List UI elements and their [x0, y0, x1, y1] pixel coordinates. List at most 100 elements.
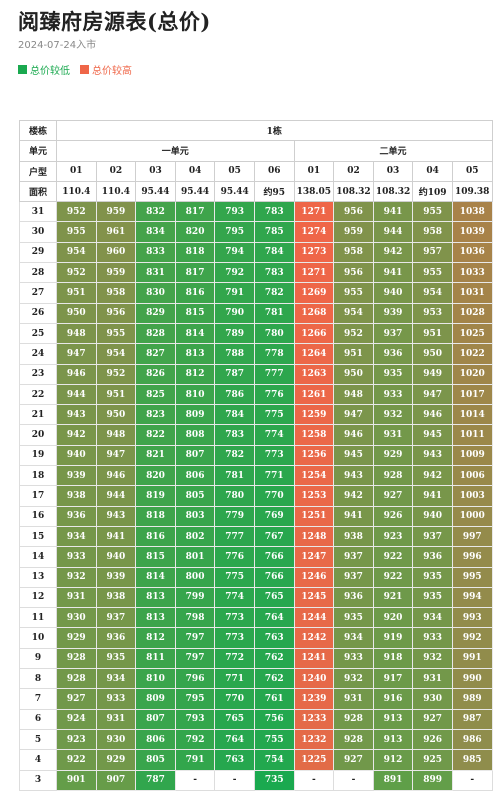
price-cell: 1011	[451, 424, 493, 446]
price-cell: 817	[174, 262, 216, 284]
price-cell: 819	[135, 485, 176, 507]
price-cell: 933	[56, 546, 97, 568]
price-cell: 946	[56, 363, 97, 385]
price-cell: 792	[174, 728, 216, 751]
price-cell: 933	[372, 383, 414, 406]
table-row: 13 932 939 814 800 775 766 1246 937 922 935 995	[19, 566, 493, 588]
table-row: 11 930 937 813 798 773 764 1244 935 920 934 993	[19, 607, 493, 629]
price-cell: 1263	[293, 363, 335, 385]
floor-cell: 8	[19, 668, 57, 690]
price-cell: 907	[95, 769, 137, 791]
floor-cell: 24	[19, 343, 57, 365]
price-cell: 935	[333, 607, 374, 629]
price-cell: 928	[372, 465, 414, 487]
floor-cell: 29	[19, 241, 57, 264]
price-cell: 940	[95, 546, 137, 568]
price-cell: 1271	[293, 262, 335, 284]
table-row: 31 952 959 832 817 793 783 1271 956 941 955 1038	[19, 201, 493, 223]
floor-cell: 17	[19, 485, 57, 507]
price-cell: 989	[451, 688, 493, 710]
price-cell: 934	[412, 607, 453, 629]
price-cell: 809	[174, 404, 216, 426]
table-row: 23 946 952 826 812 787 777 1263 950 935 949 1020	[19, 363, 493, 385]
price-cell: 783	[214, 424, 255, 446]
price-cell: 938	[333, 525, 374, 548]
floor-cell: 21	[19, 404, 57, 426]
floor-cell: 6	[19, 708, 57, 730]
price-cell: 1017	[451, 383, 493, 406]
price-cell: 922	[56, 749, 97, 771]
price-cell: 764	[253, 607, 295, 629]
price-cell: 926	[412, 728, 453, 751]
price-cell: 833	[135, 241, 176, 264]
price-cell: 945	[412, 424, 453, 446]
price-cell: 1039	[451, 221, 493, 243]
price-cell: 949	[412, 363, 453, 385]
price-cell: 787	[214, 363, 255, 385]
price-cell: 1244	[293, 607, 335, 629]
price-cell: 796	[174, 668, 216, 690]
table-row: 8 928 934 810 796 771 762 1240 932 917 931 990	[19, 668, 493, 690]
price-cell: 793	[174, 708, 216, 730]
legend-high-label: 总价较高	[92, 66, 132, 77]
floor-cell: 14	[19, 546, 57, 568]
price-cell: 805	[174, 485, 216, 507]
table-row: 22 944 951 825 810 786 776 1261 948 933 947 1017	[19, 383, 493, 406]
page-title: 阅臻府房源表(总价)	[18, 9, 211, 34]
price-cell: 940	[372, 282, 414, 304]
price-cell: 955	[95, 322, 137, 345]
price-cell: 931	[372, 424, 414, 446]
price-cell: 772	[214, 647, 255, 670]
price-cell: 939	[95, 566, 137, 588]
price-cell: 774	[214, 586, 255, 609]
price-cell: 947	[412, 383, 453, 406]
price-cell: 791	[174, 749, 216, 771]
price-cell: 929	[95, 749, 137, 771]
table-row: 3 901 907 787- -735- -891 899-	[19, 769, 493, 791]
price-cell: 807	[135, 708, 176, 730]
price-cell: 930	[56, 607, 97, 629]
price-cell: 1036	[451, 241, 493, 264]
price-cell: 1261	[293, 383, 335, 406]
table-row: 30 955 961 834 820 795 785 1274 959 944 958 1039	[19, 221, 493, 243]
price-cell: 959	[95, 201, 137, 223]
table-row: 6 924 931 807 793 765 756 1233 928 913 927 987	[19, 708, 493, 730]
price-cell: 779	[214, 505, 255, 527]
room-label: 户型	[19, 160, 57, 182]
price-cell: 938	[56, 485, 97, 507]
table-row: 18 939 946 820 806 781 771 1254 943 928 942 1006	[19, 465, 493, 487]
floor-cell: 3	[19, 769, 57, 791]
floor-cell: 12	[19, 586, 57, 609]
price-cell: 1269	[293, 282, 335, 304]
price-cell: 987	[451, 708, 493, 730]
price-cell: 943	[333, 465, 374, 487]
price-cell: 954	[333, 302, 374, 324]
price-cell: 1251	[293, 505, 335, 527]
price-cell: 784	[253, 241, 295, 264]
price-cell: 1239	[293, 688, 335, 710]
unit-2: 二单元	[293, 140, 493, 162]
table-row: 7 927 933 809 795 770 761 1239 931 916 930 989	[19, 688, 493, 710]
price-cell: 933	[95, 688, 137, 710]
room-type-cell: 05	[451, 160, 493, 182]
floor-cell: 13	[19, 566, 57, 588]
table-row: 9 928 935 811 797 772 762 1241 933 918 932 991	[19, 647, 493, 670]
price-cell: 933	[412, 627, 453, 649]
floor-cell: 9	[19, 647, 57, 670]
room-type-cell: 06	[253, 160, 295, 182]
price-cell: 951	[56, 282, 97, 304]
floor-cell: 27	[19, 282, 57, 304]
floor-cell: 18	[19, 465, 57, 487]
price-cell: 816	[174, 282, 216, 304]
price-cell: 923	[56, 728, 97, 751]
price-cell: 770	[214, 688, 255, 710]
table-row: 21 943 950 823 809 784 775 1259 947 932 946 1014	[19, 404, 493, 426]
price-cell: 952	[56, 201, 97, 223]
room-type-cell: 03	[135, 160, 176, 182]
price-cell: 813	[135, 607, 176, 629]
price-cell: 1014	[451, 404, 493, 426]
price-cell: 827	[135, 343, 176, 365]
price-cell: 763	[214, 749, 255, 771]
price-cell: 812	[135, 627, 176, 649]
price-cell: 927	[56, 688, 97, 710]
